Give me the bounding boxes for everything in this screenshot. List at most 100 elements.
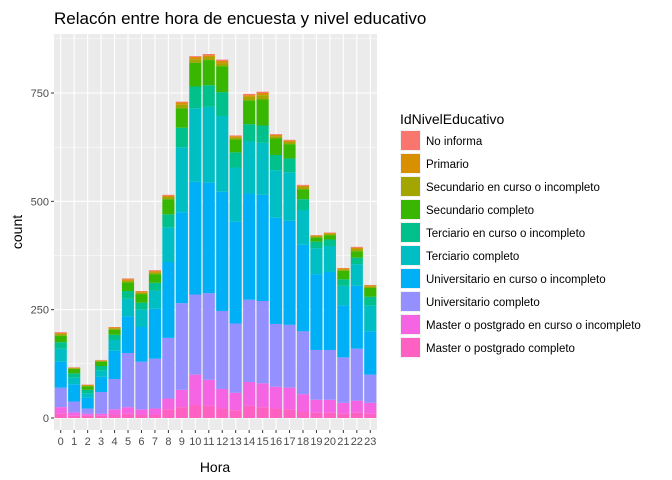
bar-segment [108, 350, 121, 379]
bar-segment [189, 86, 202, 109]
bar-segment [81, 415, 94, 418]
bar-segment [216, 191, 229, 311]
x-tick-label: 18 [297, 436, 309, 448]
bar-segment [310, 235, 323, 237]
bar-segment [350, 246, 363, 248]
legend-swatch [401, 338, 420, 357]
bar-segment [108, 329, 121, 335]
bar-segment [350, 257, 363, 265]
bar-segment [323, 271, 336, 350]
bar-segment [121, 407, 135, 414]
bar-segment [121, 280, 135, 283]
legend-label: Master o postgrado completo [426, 343, 575, 355]
legend-swatch [401, 315, 420, 334]
bar-segment [216, 59, 229, 61]
y-tick-label: 750 [31, 88, 49, 100]
bar-segment [121, 316, 135, 353]
bar-segment [364, 413, 377, 418]
bar-segment [202, 57, 215, 61]
bar-segment [256, 125, 269, 143]
bar-segment [310, 349, 323, 400]
bar-segment [162, 337, 175, 399]
bar-segment [81, 386, 94, 390]
bar-segment [323, 239, 336, 246]
bar-segment [243, 193, 256, 300]
legend-label: Secundario en curso o incompleto [426, 182, 600, 194]
bar-segment [256, 93, 269, 96]
bar-segment [148, 271, 161, 273]
bar-segment [148, 274, 161, 283]
bar-segment [283, 139, 296, 141]
bar-segment [108, 340, 121, 351]
x-tick-label: 9 [179, 436, 185, 448]
bar-segment [54, 413, 67, 418]
bar-segment [296, 187, 310, 190]
x-tick-label: 22 [351, 436, 363, 448]
bar-segment [270, 154, 283, 171]
bar-segment [189, 62, 202, 87]
bar-segment [283, 409, 296, 418]
bar-segment [350, 400, 363, 413]
bar-segment [350, 348, 363, 401]
bar-segment [202, 106, 215, 183]
bar-segment [175, 102, 188, 105]
bar-segment [108, 414, 121, 418]
bar-segment [270, 136, 283, 139]
bar-segment [296, 185, 310, 188]
bar-segment [323, 232, 336, 234]
x-tick-label: 1 [71, 436, 77, 448]
bar-segment [229, 152, 242, 168]
bar-segment [68, 415, 81, 418]
legend-label: No informa [426, 136, 483, 148]
bar-segment [256, 407, 269, 418]
bar-segment [310, 274, 323, 350]
bar-segment [243, 96, 256, 101]
bar-segment [81, 389, 94, 394]
y-axis-title: count [9, 215, 25, 249]
bar-segment [229, 139, 242, 153]
bar-segment [108, 328, 121, 330]
bar-segment [337, 268, 350, 270]
bar-segment [54, 407, 67, 414]
bar-segment [270, 135, 283, 137]
bar-segment [189, 405, 202, 418]
x-tick-label: 23 [364, 436, 376, 448]
bar-segment [323, 233, 336, 236]
bar-segment [337, 305, 350, 358]
bar-segment [216, 310, 229, 389]
y-tick-label: 250 [31, 305, 49, 317]
bar-segment [162, 195, 175, 197]
bar-segment [108, 379, 121, 410]
bar-segment [202, 293, 215, 380]
bar-segment [189, 181, 202, 295]
bar-segment [296, 244, 310, 332]
legend-swatch [401, 223, 420, 242]
bar-segment [283, 158, 296, 173]
bar-segment [243, 124, 256, 142]
y-tick-label: 0 [43, 413, 49, 425]
bar-segment [364, 286, 377, 288]
bar-segment [337, 402, 350, 414]
x-tick-label: 3 [98, 436, 104, 448]
bar-segment [54, 348, 67, 362]
bar-segment [81, 385, 94, 387]
bar-segment [216, 115, 229, 192]
bar-segment [364, 402, 377, 414]
x-tick-label: 4 [112, 436, 118, 448]
bar-segment [283, 220, 296, 325]
bar-segment [323, 399, 336, 413]
bar-segment [148, 290, 161, 309]
bar-segment [350, 264, 363, 286]
bar-segment [135, 309, 148, 327]
legend-label: Universitario en curso o incompleto [426, 274, 606, 286]
bar-segment [350, 285, 363, 349]
bar-segment [189, 56, 202, 58]
bar-segment [95, 376, 108, 392]
bar-segment [337, 285, 350, 306]
bar-segment [175, 147, 188, 213]
bar-segment [270, 386, 283, 409]
bar-segment [283, 387, 296, 410]
bar-segment [135, 291, 148, 293]
bar-segment [54, 333, 67, 336]
